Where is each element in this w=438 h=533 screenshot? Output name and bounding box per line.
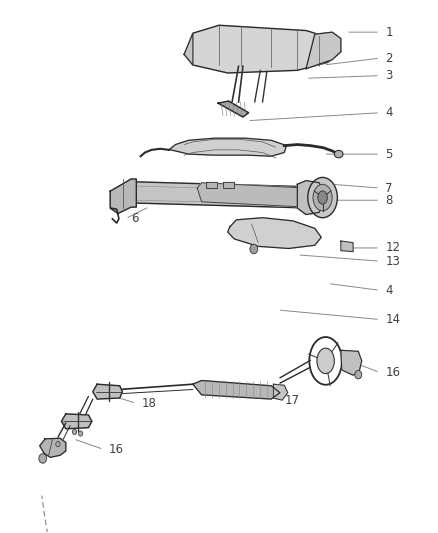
Text: 1: 1 <box>385 26 393 38</box>
Polygon shape <box>223 182 234 188</box>
Polygon shape <box>273 384 288 400</box>
Ellipse shape <box>334 150 343 158</box>
Text: 4: 4 <box>385 106 393 119</box>
Text: 16: 16 <box>385 366 400 379</box>
Circle shape <box>250 244 258 254</box>
Polygon shape <box>218 101 249 117</box>
Text: 14: 14 <box>385 313 400 326</box>
Text: 12: 12 <box>385 241 400 254</box>
Polygon shape <box>341 241 353 252</box>
Polygon shape <box>61 414 92 429</box>
Text: 2: 2 <box>385 52 393 64</box>
Circle shape <box>355 370 362 379</box>
Polygon shape <box>297 181 325 215</box>
Polygon shape <box>121 182 323 208</box>
Circle shape <box>72 429 77 434</box>
Text: 18: 18 <box>141 397 156 410</box>
Text: 7: 7 <box>385 182 393 195</box>
Text: 4: 4 <box>385 284 393 297</box>
Circle shape <box>56 441 60 447</box>
Ellipse shape <box>318 191 327 204</box>
Text: 6: 6 <box>131 212 138 225</box>
Text: 3: 3 <box>385 69 392 82</box>
Polygon shape <box>110 179 136 214</box>
Polygon shape <box>184 25 341 73</box>
Ellipse shape <box>317 348 334 374</box>
Circle shape <box>78 431 83 436</box>
Circle shape <box>39 454 47 463</box>
Polygon shape <box>40 438 66 457</box>
Text: 8: 8 <box>385 193 392 207</box>
Ellipse shape <box>313 184 332 211</box>
Polygon shape <box>206 182 217 188</box>
Polygon shape <box>193 381 280 399</box>
Text: 17: 17 <box>285 393 300 407</box>
Text: 5: 5 <box>385 148 392 160</box>
Text: 13: 13 <box>385 255 400 268</box>
Polygon shape <box>341 350 362 375</box>
Polygon shape <box>169 138 286 156</box>
Polygon shape <box>93 384 122 399</box>
Polygon shape <box>228 217 321 248</box>
Text: 16: 16 <box>109 443 124 456</box>
Polygon shape <box>306 32 341 69</box>
Polygon shape <box>197 183 313 207</box>
Polygon shape <box>184 33 193 65</box>
Ellipse shape <box>308 177 337 217</box>
